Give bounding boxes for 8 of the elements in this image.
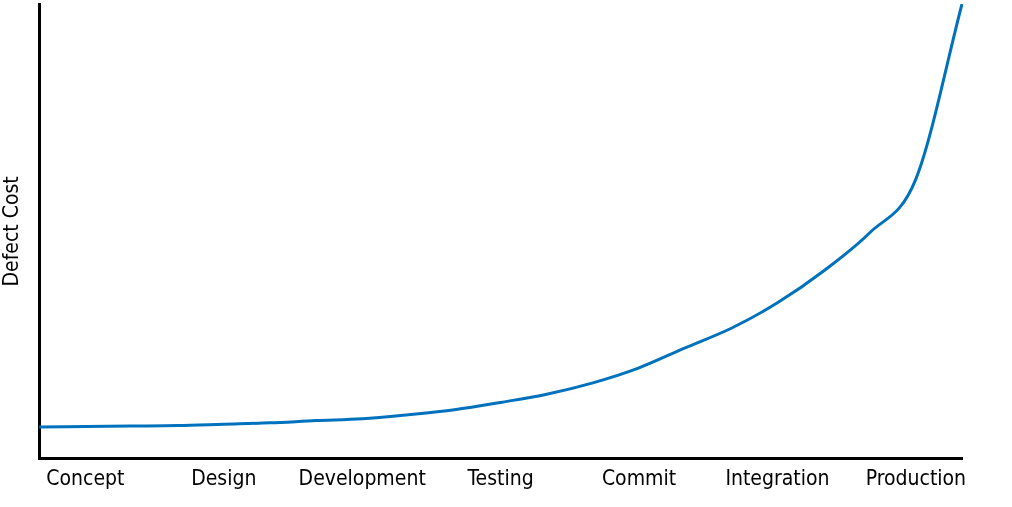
x-tick-label: Concept	[46, 465, 125, 490]
y-axis-title: Defect Cost	[0, 176, 24, 287]
x-tick-label: Design	[191, 465, 257, 490]
x-tick-label: Testing	[466, 465, 534, 490]
x-tick-label: Production	[865, 465, 967, 490]
x-tick-label: Development	[298, 465, 426, 490]
x-tick-label: Integration	[725, 465, 830, 490]
x-tick-label: Commit	[601, 465, 677, 490]
